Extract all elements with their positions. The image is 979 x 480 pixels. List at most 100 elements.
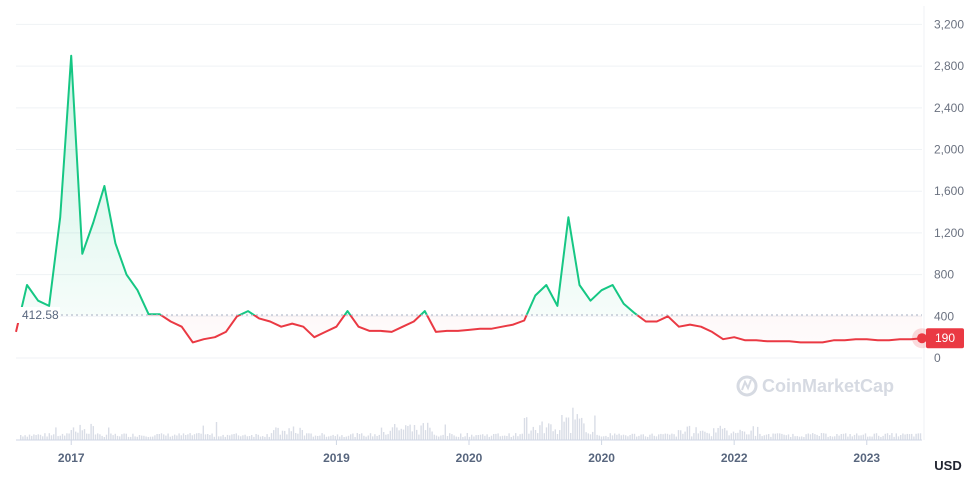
volume-bar: [343, 437, 345, 440]
volume-bar: [596, 434, 598, 440]
volume-bar: [554, 429, 556, 440]
volume-bar: [504, 435, 506, 440]
volume-bar: [277, 427, 279, 440]
volume-bar: [904, 434, 906, 440]
volume-bar: [354, 437, 356, 440]
volume-bar: [420, 425, 422, 440]
volume-bar: [776, 433, 779, 440]
volume-bar: [185, 435, 187, 440]
volume-bar: [627, 436, 629, 440]
volume-bar: [710, 436, 713, 440]
volume-bar: [488, 436, 490, 440]
volume-bar: [226, 434, 229, 440]
volume-bar: [695, 427, 697, 440]
volume-bar: [152, 436, 154, 440]
volume-bar: [853, 434, 856, 440]
reference-label: 412.58: [22, 308, 59, 322]
volume-bar: [409, 424, 411, 440]
volume-bar: [235, 433, 237, 440]
volume-bar: [163, 434, 165, 440]
volume-bar: [895, 433, 897, 440]
volume-bar: [506, 436, 508, 440]
volume-bar: [127, 436, 130, 440]
volume-bar: [229, 435, 231, 440]
volume-bar: [680, 430, 682, 440]
volume-bar: [189, 433, 191, 440]
volume-bar: [176, 435, 178, 440]
volume-bar: [310, 433, 312, 440]
volume-bar: [83, 429, 86, 440]
volume-bar: [497, 433, 499, 440]
volume-bar: [286, 434, 288, 440]
volume-bar: [211, 433, 213, 440]
volume-bar: [290, 431, 292, 440]
volume-bar: [319, 435, 321, 440]
volume-bar: [279, 434, 281, 440]
volume-bar: [361, 433, 363, 440]
volume-bar: [123, 433, 125, 440]
volume-bar: [913, 436, 915, 440]
volume-bar: [376, 436, 378, 440]
volume-bar: [253, 436, 255, 440]
volume-bar: [867, 436, 869, 440]
volume-bar: [79, 424, 81, 440]
volume-bar: [631, 433, 633, 440]
price-lines: [15, 54, 923, 344]
x-tick-label: 2019: [323, 451, 350, 465]
volume-bar: [528, 433, 530, 440]
volume-bar: [281, 430, 284, 440]
volume-bar: [97, 433, 99, 440]
volume-bar: [638, 435, 640, 440]
volume-bar: [268, 436, 270, 440]
volume-bar: [429, 427, 431, 440]
volume-bar: [347, 435, 350, 440]
volume-bar: [873, 433, 875, 440]
volume-bar: [53, 434, 55, 440]
volume-bar: [422, 423, 424, 440]
volume-bar: [244, 434, 246, 440]
y-tick-label: 3,200: [934, 17, 964, 31]
volume-bar: [352, 433, 354, 440]
volume-bar: [851, 436, 853, 440]
volume-bar: [160, 433, 163, 440]
volume-bar: [807, 433, 809, 440]
volume-bar: [405, 425, 407, 440]
reference-label-bg: [16, 306, 60, 323]
volume-bar: [37, 434, 39, 440]
volume-bar: [539, 425, 541, 440]
volume-bar: [149, 436, 152, 440]
volume-bar: [431, 431, 433, 440]
volume-bar: [805, 434, 807, 440]
volume-bar: [339, 436, 341, 440]
volume-bar: [838, 435, 840, 440]
volume-bar: [614, 433, 616, 440]
volume-bar: [264, 436, 266, 440]
volume-bar: [308, 433, 310, 440]
volume-bar: [455, 436, 457, 440]
volume-bar: [215, 422, 218, 440]
volume-bar: [741, 431, 743, 440]
volume-bar: [530, 430, 532, 440]
volume-bar: [187, 434, 189, 440]
volume-bar: [479, 434, 482, 440]
volume-bar: [882, 435, 884, 440]
volume-bar: [218, 436, 220, 440]
volume-bar: [39, 434, 42, 440]
watermark: CoinMarketCap: [736, 375, 894, 397]
volume-bar: [743, 431, 746, 440]
volume-bar: [849, 434, 851, 440]
volume-bar: [625, 435, 627, 440]
volume-bar: [541, 421, 543, 440]
volume-bar: [653, 435, 655, 440]
volume-bar: [774, 433, 776, 440]
volume-bar: [574, 419, 576, 440]
volume-bar: [532, 426, 534, 440]
volume-bar: [482, 434, 484, 440]
volume-bar: [138, 435, 141, 440]
volume-bar: [748, 434, 750, 440]
volume-bar: [328, 436, 330, 440]
volume-bar: [70, 430, 72, 440]
x-tick-label: 2020: [588, 451, 615, 465]
volume-bar: [156, 434, 158, 440]
volume-bar: [715, 432, 717, 440]
